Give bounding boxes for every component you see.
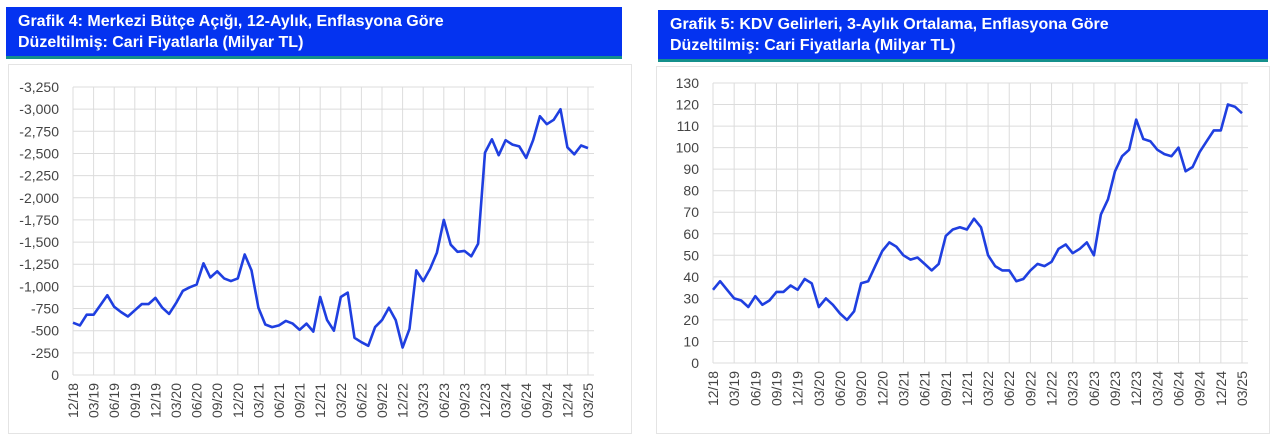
- y-tick-label: -250: [31, 345, 59, 361]
- y-tick-label: -2,250: [19, 168, 59, 184]
- y-tick-label: 40: [683, 269, 699, 285]
- x-tick-label: 09/23: [456, 383, 472, 418]
- x-tick-label: 03/20: [168, 383, 184, 418]
- x-tick-label: 12/21: [312, 383, 328, 418]
- y-tick-label: -2,500: [19, 145, 59, 161]
- x-tick-label: 06/21: [917, 371, 933, 406]
- x-tick-label: 12/22: [395, 383, 411, 418]
- y-tick-label: 20: [683, 312, 699, 328]
- x-tick-label: 03/24: [498, 383, 514, 418]
- x-tick-label: 12/18: [705, 371, 721, 406]
- chart-4-title-line2: Düzeltilmiş: Cari Fiyatlarla (Milyar TL): [18, 34, 304, 51]
- x-tick-label: 09/19: [768, 371, 784, 406]
- x-tick-label: 12/20: [230, 383, 246, 418]
- x-tick-label: 06/22: [1001, 371, 1017, 406]
- y-tick-label: 50: [683, 247, 699, 263]
- x-tick-label: 03/25: [580, 383, 596, 418]
- x-tick-label: 06/20: [832, 371, 848, 406]
- x-tick-label: 12/23: [477, 383, 493, 418]
- chart-4-title: Grafik 4: Merkezi Bütçe Açığı, 12-Aylık,…: [6, 7, 622, 59]
- x-tick-label: 12/19: [790, 371, 806, 406]
- x-tick-label: 09/22: [374, 383, 390, 418]
- y-tick-label: 0: [51, 367, 59, 383]
- x-tick-label: 09/22: [1022, 371, 1038, 406]
- y-tick-label: -1,750: [19, 212, 59, 228]
- x-tick-label: 03/23: [415, 383, 431, 418]
- chart-4-frame: [8, 64, 632, 434]
- x-tick-label: 03/19: [726, 371, 742, 406]
- y-tick-label: -750: [31, 301, 59, 317]
- x-tick-label: 09/21: [292, 383, 308, 418]
- y-tick-label: -500: [31, 323, 59, 339]
- y-tick-label: 80: [683, 183, 699, 199]
- x-tick-label: 06/24: [518, 383, 534, 418]
- y-tick-label: -1,250: [19, 256, 59, 272]
- x-tick-label: 03/22: [980, 371, 996, 406]
- x-tick-label: 09/20: [209, 383, 225, 418]
- x-tick-label: 12/24: [1213, 371, 1229, 406]
- chart-4: 0 -250 -500 -750 -1,000 -1,250 -1,500 -1,750 -2,…: [19, 79, 596, 418]
- x-tick-label: 03/25: [1234, 371, 1250, 406]
- x-tick-label: 09/24: [1192, 371, 1208, 406]
- x-tick-label: 06/21: [271, 383, 287, 418]
- x-tick-label: 12/21: [959, 371, 975, 406]
- x-tick-label: 12/19: [147, 383, 163, 418]
- chart-5-title: Grafik 5: KDV Gelirleri, 3-Aylık Ortalam…: [658, 10, 1268, 62]
- series-line: [72, 107, 589, 349]
- y-tick-label: 60: [683, 226, 699, 242]
- x-tick-label: 03/20: [811, 371, 827, 406]
- x-tick-label: 12/23: [1128, 371, 1144, 406]
- x-tick-label: 12/24: [559, 383, 575, 418]
- x-tick-label: 06/24: [1171, 371, 1187, 406]
- x-tick-label: 03/23: [1065, 371, 1081, 406]
- y-tick-label: -2,000: [19, 190, 59, 206]
- y-tick-label: -3,250: [19, 79, 59, 95]
- x-tick-label: 06/20: [189, 383, 205, 418]
- chart-5: 0 10 20 30 40 50 60 70 80 90 100 110 120 130 12/18 03/1…: [676, 75, 1250, 406]
- chart-5-frame: [656, 66, 1270, 434]
- chart-5-title-line2: Düzeltilmiş: Cari Fiyatlarla (Milyar TL): [670, 37, 956, 54]
- x-tick-label: 03/21: [895, 371, 911, 406]
- y-tick-label: 130: [676, 75, 700, 91]
- x-tick-label: 06/23: [436, 383, 452, 418]
- x-tick-label: 09/21: [938, 371, 954, 406]
- x-tick-label: 09/23: [1107, 371, 1123, 406]
- y-tick-label: -1,500: [19, 234, 59, 250]
- y-tick-label: -3,000: [19, 101, 59, 117]
- x-tick-label: 03/22: [333, 383, 349, 418]
- y-tick-label: -2,750: [19, 123, 59, 139]
- x-tick-label: 12/18: [65, 383, 81, 418]
- x-tick-label: 06/19: [747, 371, 763, 406]
- y-tick-label: 90: [683, 161, 699, 177]
- y-tick-label: 10: [683, 333, 699, 349]
- x-tick-label: 09/20: [853, 371, 869, 406]
- x-tick-label: 06/22: [353, 383, 369, 418]
- x-tick-label: 06/23: [1086, 371, 1102, 406]
- x-tick-label: 06/19: [106, 383, 122, 418]
- chart-5-title-line1: Grafik 5: KDV Gelirleri, 3-Aylık Ortalam…: [670, 16, 1109, 33]
- x-tick-label: 09/19: [127, 383, 143, 418]
- y-tick-label: -1,000: [19, 278, 59, 294]
- x-tick-label: 03/19: [86, 383, 102, 418]
- y-tick-label: 70: [683, 204, 699, 220]
- x-tick-label: 03/24: [1149, 371, 1165, 406]
- y-tick-label: 0: [691, 355, 699, 371]
- y-tick-label: 120: [676, 97, 700, 113]
- x-tick-label: 12/22: [1044, 371, 1060, 406]
- y-tick-label: 110: [677, 118, 700, 134]
- y-tick-label: 100: [676, 140, 700, 156]
- series-line: [711, 103, 1243, 322]
- x-tick-label: 09/24: [539, 383, 555, 418]
- y-tick-label: 30: [683, 290, 699, 306]
- x-tick-label: 12/20: [874, 371, 890, 406]
- chart-4-title-line1: Grafik 4: Merkezi Bütçe Açığı, 12-Aylık,…: [18, 13, 444, 30]
- x-tick-label: 03/21: [250, 383, 266, 418]
